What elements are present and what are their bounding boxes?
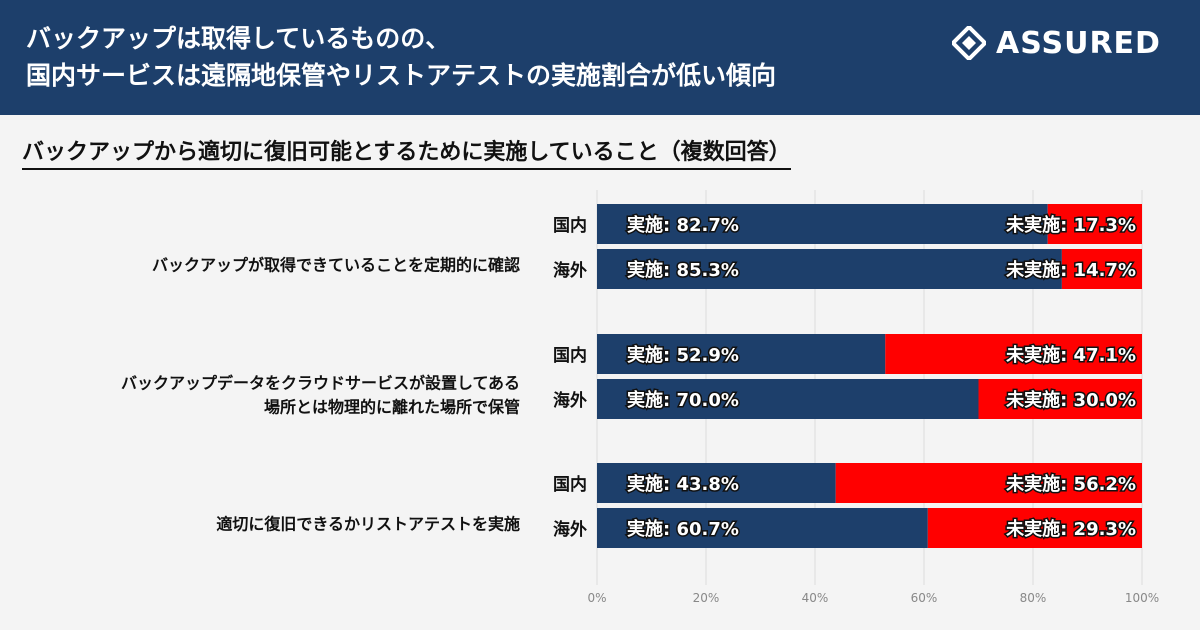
page-title: バックアップは取得しているものの、 国内サービスは遠隔地保管やリストアテストの実…: [26, 20, 926, 94]
region-label: 国内: [553, 474, 587, 495]
x-tick-label: 100%: [1125, 591, 1159, 605]
bar-done: [597, 334, 886, 374]
category-label: バックアップデータをクラウドサービスが設置してある: [121, 374, 520, 393]
data-label-not-done: 未実施: 29.3%: [1006, 518, 1136, 540]
page-title-line-2: 国内サービスは遠隔地保管やリストアテストの実施割合が低い傾向: [26, 61, 777, 90]
logo-text: ASSURED: [996, 25, 1161, 61]
brand-logo: ASSURED: [952, 24, 1161, 62]
data-label-not-done: 未実施: 56.2%: [1006, 473, 1136, 495]
x-tick-label: 0%: [587, 591, 606, 605]
x-tick-label: 60%: [911, 591, 938, 605]
chart-title: バックアップから適切に復旧可能とするために実施していること（複数回答）: [22, 134, 791, 170]
region-label: 海外: [553, 260, 587, 281]
bar-not-done: [835, 463, 1142, 503]
bar-not-done: [978, 379, 1142, 419]
x-tick-label: 80%: [1020, 591, 1047, 605]
x-tick-label: 20%: [693, 591, 720, 605]
data-label-done: 実施: 85.3%: [627, 259, 739, 281]
page-title-line-1: バックアップは取得しているものの、: [26, 24, 451, 53]
data-label-not-done: 未実施: 47.1%: [1006, 344, 1136, 366]
category-label: 場所とは物理的に離れた場所で保管: [264, 398, 520, 417]
bar-done: [597, 379, 979, 419]
category-label: バックアップが取得できていることを定期的に確認: [152, 256, 520, 275]
data-label-done: 実施: 43.8%: [627, 473, 739, 495]
region-label: 海外: [553, 519, 587, 540]
data-label-not-done: 未実施: 30.0%: [1006, 389, 1136, 411]
bar-not-done: [1061, 249, 1142, 289]
data-label-not-done: 未実施: 17.3%: [1006, 214, 1136, 236]
category-label: 適切に復旧できるかリストアテストを実施: [216, 515, 520, 534]
bar-done: [597, 463, 836, 503]
x-tick-label: 40%: [802, 591, 829, 605]
header-banner: バックアップは取得しているものの、 国内サービスは遠隔地保管やリストアテストの実…: [0, 0, 1200, 115]
region-label: 海外: [553, 390, 587, 411]
data-label-done: 実施: 60.7%: [627, 518, 739, 540]
bar-done: [597, 249, 1062, 289]
bar-not-done: [927, 508, 1142, 548]
logo-mark-icon: [952, 26, 986, 60]
data-label-done: 実施: 52.9%: [627, 344, 739, 366]
bar-not-done: [1047, 204, 1142, 244]
bar-done: [597, 508, 928, 548]
bar-not-done: [885, 334, 1142, 374]
region-label: 国内: [553, 345, 587, 366]
region-label: 国内: [553, 215, 587, 236]
data-label-done: 実施: 82.7%: [627, 214, 739, 236]
bar-done: [597, 204, 1048, 244]
data-label-done: 実施: 70.0%: [627, 389, 739, 411]
data-label-not-done: 未実施: 14.7%: [1006, 259, 1136, 281]
